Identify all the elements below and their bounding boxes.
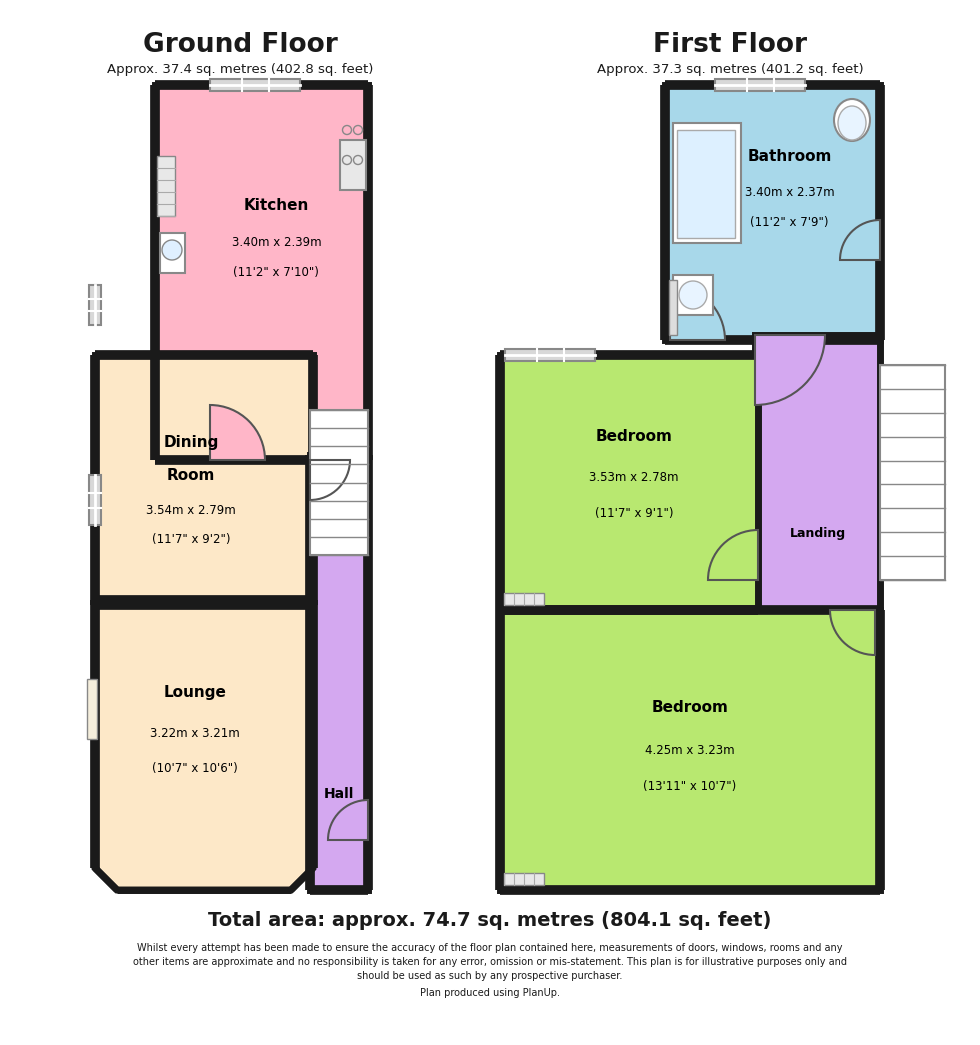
Text: Room: Room [167,467,215,483]
Bar [87,679,97,739]
Text: (13'11" x 10'7"): (13'11" x 10'7") [644,780,737,793]
Bar [715,79,805,91]
Bar [155,85,368,460]
Text: Approx. 37.3 sq. metres (401.2 sq. feet): Approx. 37.3 sq. metres (401.2 sq. feet) [597,64,863,76]
Wedge shape [708,530,758,580]
Text: Hall: Hall [323,787,354,802]
Text: 3.53m x 2.78m: 3.53m x 2.78m [589,471,679,484]
Text: Approx. 37.4 sq. metres (402.8 sq. feet): Approx. 37.4 sq. metres (402.8 sq. feet) [107,64,373,76]
Text: Lounge: Lounge [164,686,226,700]
Text: Landing: Landing [790,527,846,539]
Bar [310,410,368,555]
Text: Bathroom: Bathroom [748,148,832,164]
Circle shape [162,240,182,260]
Bar [160,232,185,273]
Text: 3.40m x 2.39m: 3.40m x 2.39m [231,236,321,249]
Ellipse shape [838,106,866,140]
Text: Kitchen: Kitchen [244,198,309,212]
Wedge shape [310,460,350,500]
Bar [500,355,758,610]
Bar [673,123,741,243]
Bar [89,285,101,325]
Text: Bedroom: Bedroom [596,429,672,444]
Text: other items are approximate and no responsibility is taken for any error, omissi: other items are approximate and no respo… [133,957,847,967]
Bar [880,365,945,580]
Text: (11'7" x 9'2"): (11'7" x 9'2") [152,534,230,547]
Text: 3.54m x 2.79m: 3.54m x 2.79m [146,504,236,516]
Text: First Floor: First Floor [653,32,807,59]
Text: should be used as such by any prospective purchaser.: should be used as such by any prospectiv… [358,971,622,981]
Wedge shape [755,335,825,405]
Bar [500,610,880,890]
Bar [95,355,313,605]
Bar [504,593,544,605]
Text: 3.40m x 2.37m: 3.40m x 2.37m [745,186,835,199]
Wedge shape [670,285,725,340]
Bar [505,349,595,361]
Text: Ground Floor: Ground Floor [143,32,337,59]
Bar [669,280,677,335]
Polygon shape [95,600,313,890]
Text: Plan produced using PlanUp.: Plan produced using PlanUp. [420,988,560,998]
Wedge shape [210,405,265,460]
Bar [157,157,175,216]
Text: (11'2" x 7'10"): (11'2" x 7'10") [233,266,319,279]
Text: 4.25m x 3.23m: 4.25m x 3.23m [645,743,735,757]
Bar [504,873,544,885]
Bar [673,275,713,315]
Wedge shape [830,610,875,655]
Text: Bedroom: Bedroom [652,700,728,716]
Text: Total area: approx. 74.7 sq. metres (804.1 sq. feet): Total area: approx. 74.7 sq. metres (804… [209,910,771,929]
Text: Dining: Dining [164,435,219,450]
Bar [340,140,366,190]
Bar [210,79,300,91]
Bar [665,85,880,340]
Text: (11'7" x 9'1"): (11'7" x 9'1") [595,507,673,519]
Bar [310,455,368,890]
Text: 3.22m x 3.21m: 3.22m x 3.21m [150,727,240,740]
Ellipse shape [834,99,870,141]
Text: (11'2" x 7'9"): (11'2" x 7'9") [751,216,829,229]
Wedge shape [840,220,880,260]
Bar [677,130,735,238]
Wedge shape [328,800,368,840]
Bar [755,335,880,610]
Bar [89,475,101,525]
Text: (10'7" x 10'6"): (10'7" x 10'6") [153,762,238,774]
Circle shape [679,281,707,309]
Text: Whilst every attempt has been made to ensure the accuracy of the floor plan cont: Whilst every attempt has been made to en… [137,943,843,953]
